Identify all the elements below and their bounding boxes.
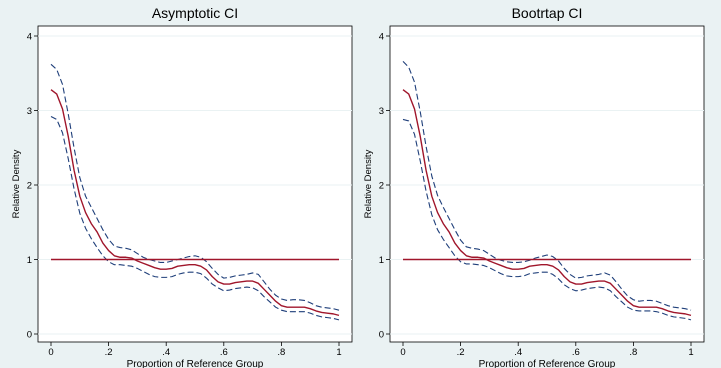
series-group (402, 60, 692, 321)
y-tick-label-3: 3 (379, 106, 384, 117)
x-tick-label-.2: .2 (105, 347, 113, 358)
x-tick-label-.4: .4 (162, 347, 170, 358)
x-tick-label-.4: .4 (514, 347, 522, 358)
chart-title: Bootrtap CI (512, 5, 583, 21)
series-line-estimate (402, 89, 692, 317)
x-tick-label-.8: .8 (277, 347, 285, 358)
y-tick-label-2: 2 (379, 181, 384, 192)
series-line-lower (50, 115, 340, 321)
y-tick-label-2: 2 (27, 181, 32, 192)
y-tick-label-0: 0 (27, 330, 32, 341)
y-tick-label-3: 3 (27, 106, 32, 117)
x-tick-label-.6: .6 (220, 347, 228, 358)
chart-title: Asymptotic CI (152, 5, 238, 21)
x-tick-label-1: 1 (336, 347, 341, 358)
x-tick-label-0: 0 (400, 347, 405, 358)
y-tick-label-4: 4 (27, 32, 32, 43)
chart-bootstrap-ci: Bootrtap CI 0 1 2 3 4 0 .2 .4 .6 .8 1 Proportion of … (356, 0, 706, 368)
chart-panel-bootstrap: Bootrtap CI 0 1 2 3 4 0 .2 .4 .6 .8 1 Proportion of … (356, 0, 706, 368)
series-group (50, 63, 340, 321)
x-tick-label-0: 0 (48, 347, 53, 358)
y-tick-label-1: 1 (27, 255, 32, 266)
y-tick-label-4: 4 (379, 32, 384, 43)
x-axis-label: Proportion of Reference Group (127, 359, 264, 368)
chart-panel-asymptotic: Asymptotic CI 0 1 2 3 4 0 .2 .4 .6 .8 1 Proportion o… (4, 0, 354, 368)
series-line-lower (402, 118, 692, 321)
series-line-estimate (50, 89, 340, 317)
y-axis-label: Relative Density (11, 149, 22, 218)
chart-asymptotic-ci: Asymptotic CI 0 1 2 3 4 0 .2 .4 .6 .8 1 Proportion o… (4, 0, 354, 368)
x-tick-label-1: 1 (688, 347, 693, 358)
plot-region (389, 25, 705, 343)
y-axis-label: Relative Density (363, 149, 374, 218)
y-tick-label-0: 0 (379, 330, 384, 341)
x-tick-label-.2: .2 (457, 347, 465, 358)
x-tick-label-.6: .6 (572, 347, 580, 358)
x-tick-label-.8: .8 (629, 347, 637, 358)
series-line-upper (402, 60, 692, 311)
series-line-upper (50, 63, 340, 311)
plot-region (37, 25, 353, 343)
x-axis-label: Proportion of Reference Group (479, 359, 616, 368)
y-tick-label-1: 1 (379, 255, 384, 266)
